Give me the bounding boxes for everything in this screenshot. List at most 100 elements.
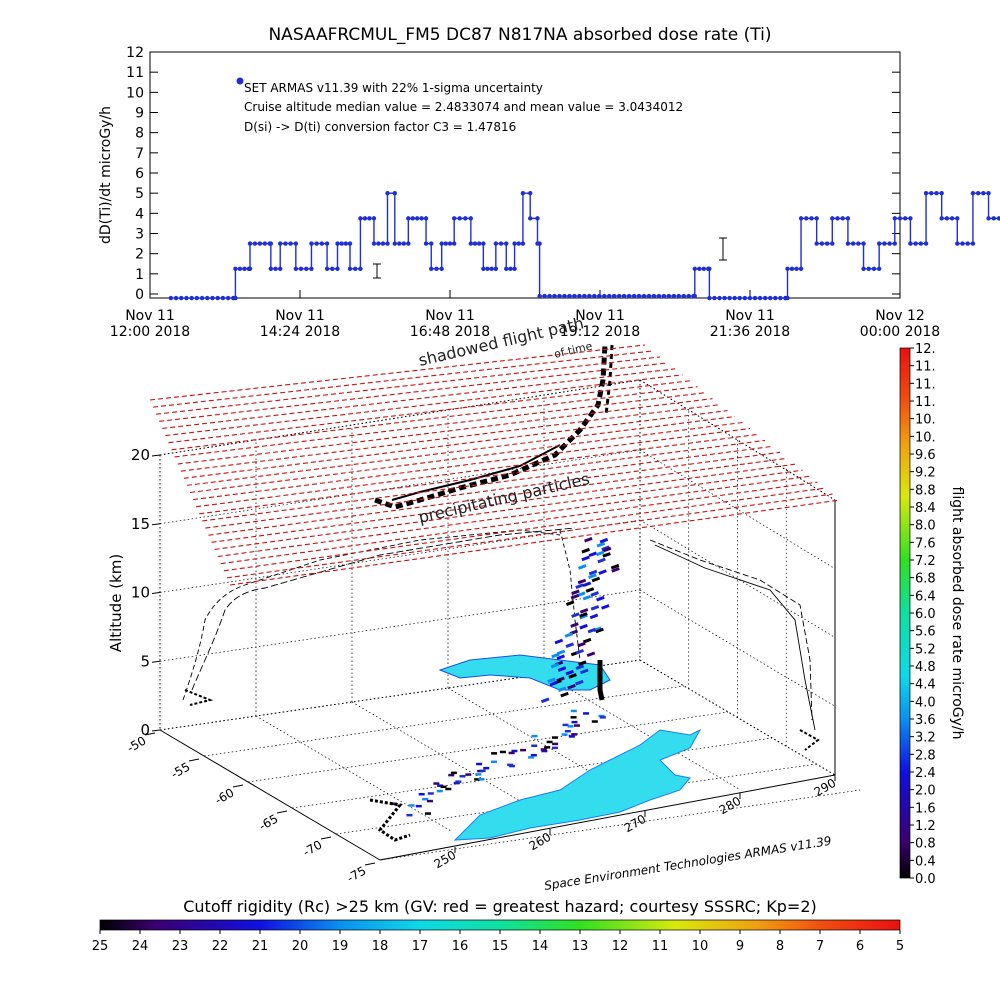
data-point xyxy=(861,241,866,246)
dose-marker xyxy=(422,797,429,801)
dose-colorbar-tick-label: 10. xyxy=(915,413,936,428)
dose-colorbar-ticks: 0.0 0.4 0.8 1.2 1.6 2.0 2.4 2.8 3.2 3.6 4.0 4.4 4.8 5… xyxy=(910,342,936,887)
data-point xyxy=(309,241,314,246)
data-point xyxy=(547,293,552,299)
data-point xyxy=(423,241,429,246)
y-tick-label: 8 xyxy=(135,126,144,142)
dose-marker xyxy=(531,744,538,747)
data-point xyxy=(257,241,263,246)
dose-colorbar-tick-label: 9.6 xyxy=(915,448,936,463)
rigidity-row-line xyxy=(168,380,691,444)
dose-marker xyxy=(570,622,579,628)
dose-marker xyxy=(610,563,620,570)
dose-marker xyxy=(584,536,593,543)
rigidity-row-line xyxy=(205,451,781,529)
dose-marker xyxy=(557,666,567,672)
rigidity-row-line xyxy=(214,469,803,550)
data-point xyxy=(215,295,220,301)
data-point xyxy=(939,216,944,221)
dose-marker xyxy=(528,756,535,759)
3d-gridlines xyxy=(159,379,861,861)
dose-marker xyxy=(575,583,584,589)
data-point xyxy=(429,266,434,271)
longitude-tick-label: 290 xyxy=(812,776,839,800)
dose-marker xyxy=(561,733,568,736)
rigidity-row-line xyxy=(229,499,841,586)
data-point xyxy=(876,266,882,271)
dose-marker xyxy=(557,686,567,693)
data-point xyxy=(762,295,768,301)
y-axis-label: dD(Ti)/dt microGy/h xyxy=(98,106,114,244)
dose-marker xyxy=(541,749,548,753)
data-point xyxy=(401,241,407,246)
y-tick-label: 11 xyxy=(126,65,144,81)
dose-marker xyxy=(478,778,485,781)
data-point xyxy=(681,293,687,299)
latitude-tick-label: -55 xyxy=(169,759,193,781)
altitude-gridline xyxy=(159,379,641,456)
longitude-tick-label: 260 xyxy=(527,830,554,854)
dose-colorbar-tick-label: 5.2 xyxy=(915,642,936,657)
dose-marker xyxy=(577,641,586,648)
plot-frame xyxy=(149,51,901,299)
data-point xyxy=(468,241,474,246)
data-point xyxy=(451,241,457,246)
rigidity-colorbar-tick-label: 19 xyxy=(332,939,349,954)
data-point xyxy=(804,216,809,221)
dose-marker xyxy=(582,581,592,588)
data-point xyxy=(481,241,486,246)
data-point xyxy=(996,216,1000,221)
data-point xyxy=(371,216,377,221)
dose-marker xyxy=(577,564,587,570)
data-point xyxy=(371,241,377,246)
dose-marker xyxy=(611,567,620,573)
credit-text: Space Environment Technologies ARMAS v11… xyxy=(543,834,832,893)
data-point xyxy=(537,293,542,299)
data-point xyxy=(991,216,996,221)
dose-marker xyxy=(475,773,482,776)
dose-marker xyxy=(508,751,515,755)
dose-colorbar-tick-label: 5.6 xyxy=(915,625,936,640)
data-point xyxy=(742,295,748,301)
dose-marker xyxy=(426,799,433,803)
dose-marker xyxy=(437,784,444,787)
altitude-tick-label: 0 xyxy=(140,721,150,739)
legend-marker xyxy=(236,77,244,85)
data-point xyxy=(552,293,557,299)
rigidity-row-line xyxy=(220,481,818,565)
y-tick-label: 1 xyxy=(135,267,144,283)
rigidity-row-line xyxy=(159,362,668,422)
floor-gridline xyxy=(335,763,817,835)
x-tick-label-line2: 19:12 2018 xyxy=(560,324,640,340)
data-point xyxy=(434,266,439,271)
dose-marker xyxy=(595,550,605,557)
dose-marker xyxy=(601,604,610,610)
dose-marker xyxy=(597,557,606,564)
altitude-tick xyxy=(151,592,161,594)
data-point xyxy=(835,216,840,221)
dose-marker xyxy=(552,742,559,746)
rigidity-colorbar-tick-label: 8 xyxy=(776,939,784,954)
data-point xyxy=(856,241,861,246)
data-point xyxy=(528,216,533,221)
dose-marker xyxy=(591,576,601,583)
data-point xyxy=(268,266,274,271)
data-point xyxy=(970,190,976,196)
data-point xyxy=(504,241,509,246)
data-point xyxy=(701,266,707,271)
latitude-tick xyxy=(320,836,332,840)
altitude-tick-label: 10 xyxy=(131,584,150,602)
data-point xyxy=(955,241,960,246)
data-point xyxy=(347,266,353,271)
data-point xyxy=(237,266,243,271)
dose-marker xyxy=(573,724,580,727)
data-point xyxy=(871,266,877,271)
data-point xyxy=(512,266,517,271)
data-point xyxy=(949,216,955,221)
data-point xyxy=(939,190,944,196)
dose-colorbar-tick-label: 11. xyxy=(915,360,936,375)
data-point xyxy=(908,216,913,221)
dose-colorbar-tick-label: 1.6 xyxy=(915,801,936,816)
data-point xyxy=(923,241,929,246)
